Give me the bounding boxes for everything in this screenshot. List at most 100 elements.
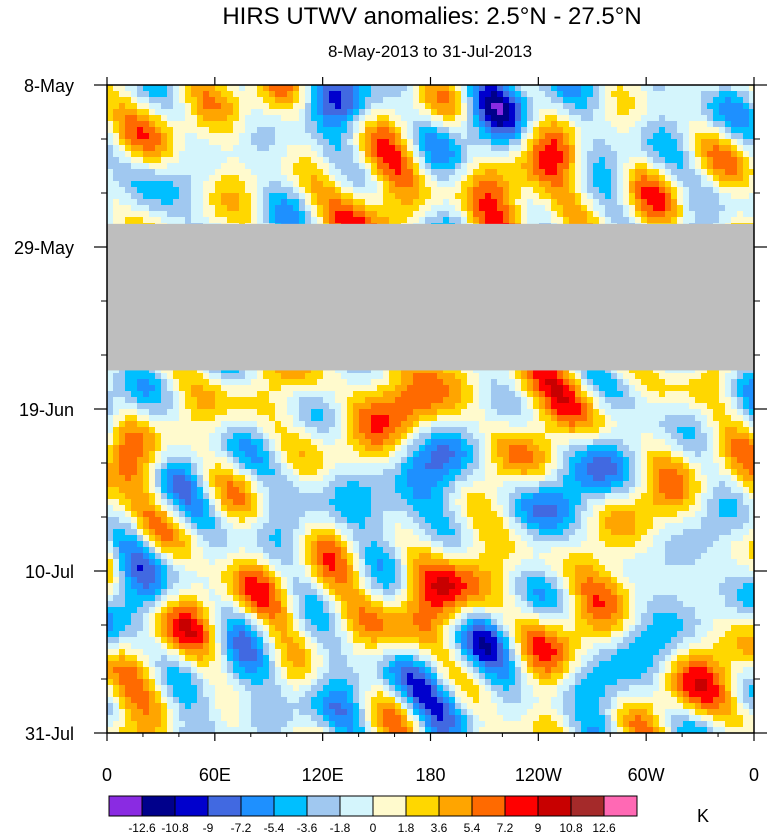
heatmap-cell [245,139,251,145]
heatmap-cell [653,181,659,187]
heatmap-cell [275,85,281,91]
heatmap-cell [647,187,653,193]
heatmap-cell [737,151,743,157]
heatmap-cell [119,151,125,157]
heatmap-cell [521,145,527,151]
heatmap-cell [431,157,437,163]
heatmap-cell [695,97,701,103]
heatmap-cell [221,193,227,199]
heatmap-cell [713,139,719,145]
heatmap-cell [467,133,473,139]
heatmap-cell [299,133,305,139]
heatmap-cell [359,91,365,97]
heatmap-cell [395,97,401,103]
heatmap-cell [173,169,179,175]
heatmap-cell [665,181,671,187]
heatmap-cell [707,103,713,109]
heatmap-cell [263,133,269,139]
heatmap-cell [539,133,545,139]
heatmap-cell [491,211,497,217]
heatmap-cell [365,175,371,181]
heatmap-cell [749,163,754,169]
heatmap-cell [635,187,641,193]
heatmap-cell [659,127,665,133]
heatmap-cell [677,151,683,157]
heatmap-cell [443,163,449,169]
heatmap-cell [545,85,551,91]
heatmap-cell [491,133,497,139]
heatmap-cell [155,157,161,163]
heatmap-cell [599,193,605,199]
heatmap-cell [731,205,737,211]
heatmap-cell [371,97,377,103]
heatmap-cell [347,169,353,175]
heatmap-cell [353,85,359,91]
heatmap-cell [251,151,257,157]
heatmap-cell [581,175,587,181]
heatmap-cell [401,145,407,151]
heatmap-cell [185,115,191,121]
heatmap-cell [119,127,125,133]
heatmap-cell [473,151,479,157]
heatmap-cell [575,193,581,199]
heatmap-cell [305,205,311,211]
heatmap-cell [461,121,467,127]
heatmap-cell [695,145,701,151]
heatmap-cell [623,139,629,145]
heatmap-cell [629,151,635,157]
heatmap-cell [269,109,275,115]
heatmap-cell [725,199,731,205]
heatmap-cell [749,133,754,139]
heatmap-cell [647,145,653,151]
heatmap-cell [305,187,311,193]
heatmap-cell [197,127,203,133]
heatmap-cell [227,115,233,121]
heatmap-cell [359,121,365,127]
heatmap-cell [533,121,539,127]
heatmap-cell [167,217,173,223]
heatmap-cell [155,145,161,151]
heatmap-cell [683,133,689,139]
heatmap-cell [731,85,737,91]
heatmap-cell [413,103,419,109]
heatmap-cell [347,163,353,169]
heatmap-cell [569,193,575,199]
heatmap-cell [605,211,611,217]
heatmap-cell [443,193,449,199]
heatmap-cell [737,163,743,169]
heatmap-cell [599,121,605,127]
heatmap-cell [515,91,521,97]
heatmap-cell [665,103,671,109]
heatmap-cell [635,169,641,175]
heatmap-cell [749,85,754,91]
heatmap-cell [641,121,647,127]
heatmap-cell [167,127,173,133]
heatmap-cell [557,187,563,193]
heatmap-cell [713,97,719,103]
heatmap-cell [587,97,593,103]
heatmap-cell [533,187,539,193]
heatmap-cell [335,91,341,97]
heatmap-cell [521,103,527,109]
heatmap-cell [257,205,263,211]
heatmap-cell [263,109,269,115]
heatmap-cell [233,169,239,175]
heatmap-cell [221,205,227,211]
heatmap-cell [215,151,221,157]
heatmap-cell [743,187,749,193]
heatmap-cell [443,103,449,109]
heatmap-cell [635,121,641,127]
heatmap-cell [275,121,281,127]
heatmap-cell [227,127,233,133]
heatmap-cell [119,181,125,187]
heatmap-cell [131,91,137,97]
heatmap-cell [329,205,335,211]
heatmap-cell [437,181,443,187]
heatmap-cell [521,211,527,217]
heatmap-cell [125,133,131,139]
heatmap-cell [749,175,754,181]
heatmap-cell [407,217,413,223]
heatmap-cell [239,121,245,127]
heatmap-cell [179,163,185,169]
heatmap-cell [287,133,293,139]
